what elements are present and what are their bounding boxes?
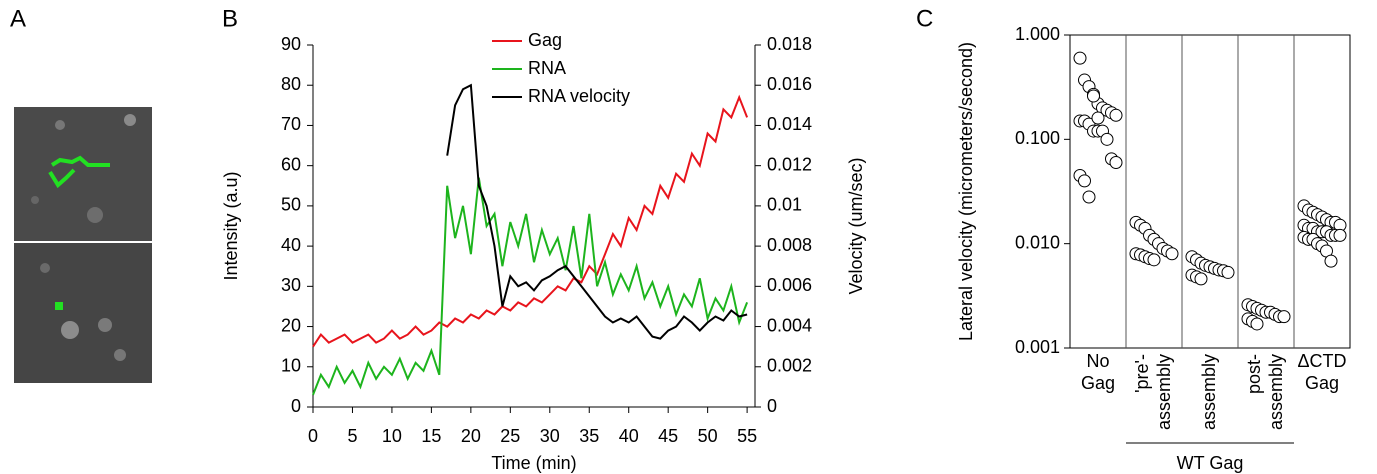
data-point (1250, 317, 1264, 331)
y2-tick-label: 0 (767, 396, 777, 416)
category-label: ΔCTD (1297, 351, 1346, 371)
x-axis-label: Time (min) (491, 453, 576, 473)
y2-tick-label: 0.006 (767, 275, 812, 295)
category-label: post- (1244, 354, 1264, 394)
y2-tick-label: 0.012 (767, 154, 812, 174)
y2-tick-label: 0.01 (767, 195, 802, 215)
group-label: WT Gag (1177, 453, 1244, 473)
series-line (446, 83, 748, 340)
data-point (1277, 310, 1291, 324)
data-point (1333, 228, 1347, 242)
x-tick-label: 30 (540, 426, 560, 446)
y2-tick-label: 0.014 (767, 114, 812, 134)
plot-frame (1069, 34, 1351, 349)
y-axis-label: Intensity (a.u) (221, 171, 241, 280)
x-tick-label: 45 (658, 426, 678, 446)
y-tick-label: 40 (281, 235, 301, 255)
y-tick-label: 50 (281, 195, 301, 215)
legend-label: RNA (528, 58, 566, 78)
y-tick-label: 20 (281, 315, 301, 335)
y2-tick-label: 0.008 (767, 235, 812, 255)
y-tick-label: 0 (291, 396, 301, 416)
data-point (1221, 265, 1235, 279)
x-tick-label: 55 (737, 426, 757, 446)
x-tick-label: 10 (382, 426, 402, 446)
x-tick-label: 50 (698, 426, 718, 446)
y-tick-label: 80 (281, 74, 301, 94)
x-tick-label: 5 (347, 426, 357, 446)
panel-label: C (916, 5, 933, 32)
legend-label: Gag (528, 30, 562, 50)
data-point (1087, 89, 1100, 103)
data-point (1091, 111, 1105, 125)
data-point (1109, 155, 1123, 169)
y-tick-label: 90 (281, 34, 301, 54)
panel-label: A (10, 5, 26, 32)
y-tick-label: 0.100 (1015, 128, 1060, 148)
data-point (1194, 272, 1208, 286)
data-point (1165, 247, 1179, 261)
x-tick-label: 0 (308, 426, 318, 446)
data-point (1082, 190, 1096, 204)
y2-tick-label: 0.002 (767, 356, 812, 376)
data-point (1073, 51, 1087, 65)
category-label: 'pre'- (1132, 354, 1152, 393)
category-label: Gag (1305, 373, 1339, 393)
category-label: Gag (1081, 373, 1115, 393)
y-tick-label: 1.000 (1015, 24, 1060, 44)
microscopy-images (14, 107, 152, 383)
y2-axis-label: Velocity (um/sec) (846, 157, 866, 294)
x-tick-label: 15 (421, 426, 441, 446)
y-axis-label: Lateral velocity (micrometers/second) (956, 42, 976, 341)
y-tick-label: 0.001 (1015, 337, 1060, 357)
panel-label: B (222, 5, 238, 32)
x-tick-label: 35 (579, 426, 599, 446)
y2-tick-label: 0.016 (767, 74, 812, 94)
data-point (1100, 132, 1114, 146)
y-tick-label: 30 (281, 275, 301, 295)
y-tick-label: 10 (281, 356, 301, 376)
x-tick-label: 20 (461, 426, 481, 446)
category-label: No (1086, 351, 1109, 371)
series-line (312, 177, 749, 396)
data-point (1109, 108, 1123, 122)
y2-tick-label: 0.004 (767, 315, 812, 335)
series-line (312, 94, 749, 348)
x-tick-label: 25 (500, 426, 520, 446)
category-label: assembly (1266, 354, 1286, 430)
data-point (1078, 174, 1091, 188)
legend-label: RNA velocity (528, 86, 630, 106)
y-tick-label: 60 (281, 154, 301, 174)
category-label: assembly (1154, 354, 1174, 430)
y-tick-label: 0.010 (1015, 232, 1060, 252)
y2-tick-label: 0.018 (767, 34, 812, 54)
x-tick-label: 40 (619, 426, 639, 446)
data-point (1147, 253, 1161, 267)
category-label: assembly (1199, 354, 1219, 430)
data-point (1324, 254, 1338, 268)
y-tick-label: 70 (281, 114, 301, 134)
